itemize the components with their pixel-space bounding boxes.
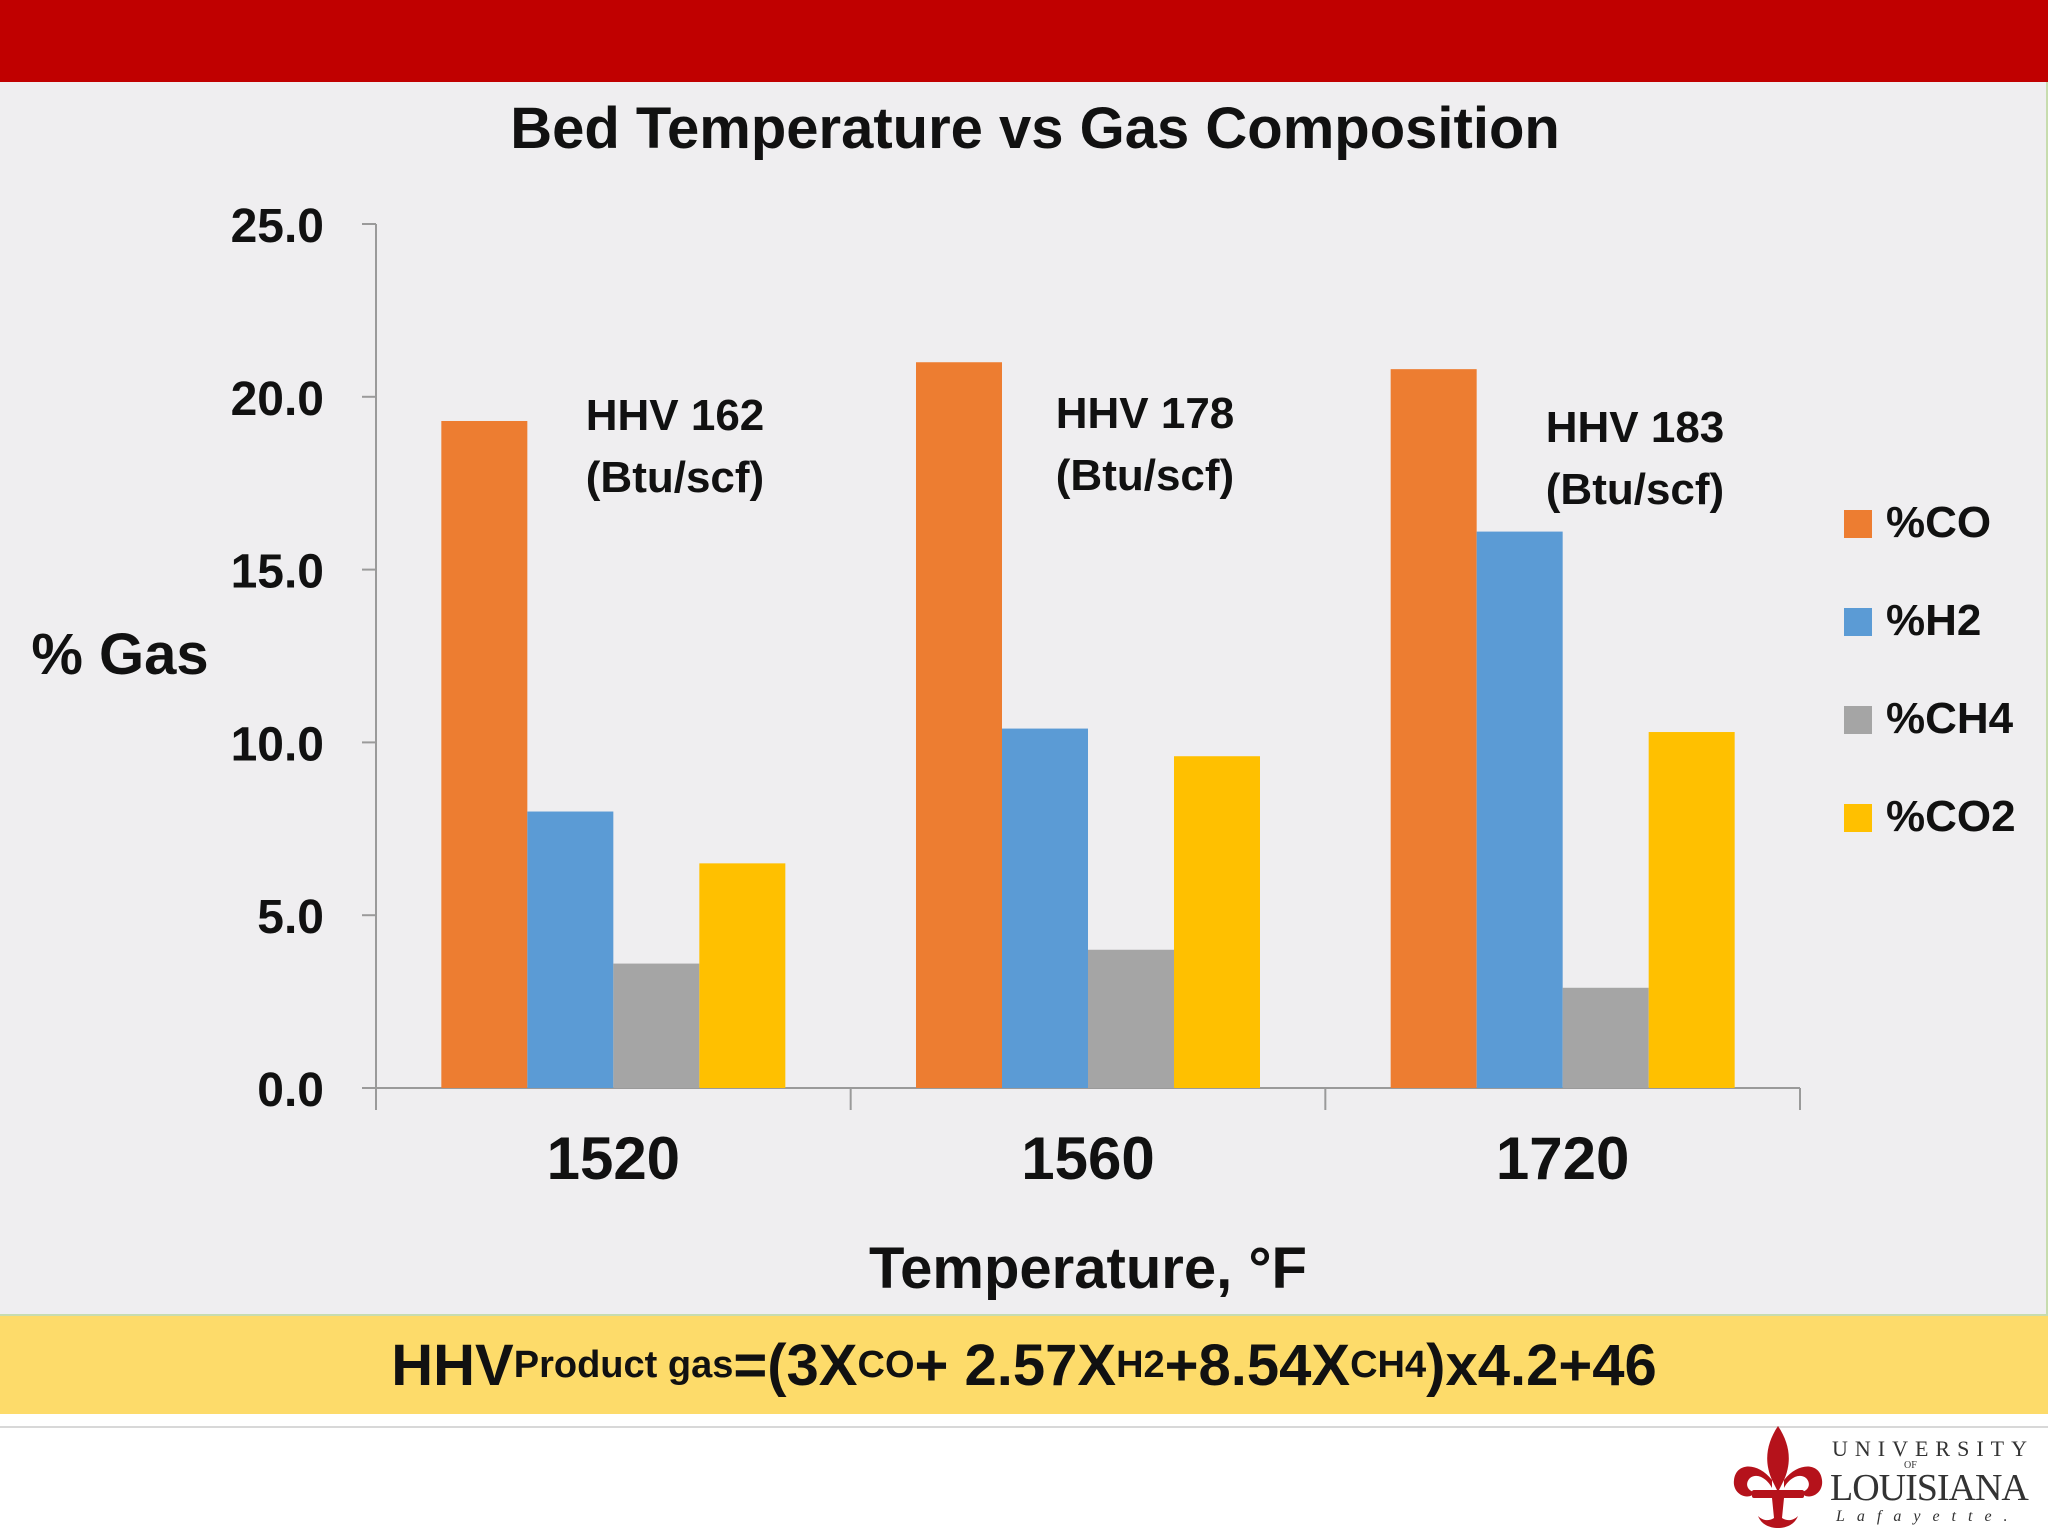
legend-label: %H2 <box>1886 596 1981 645</box>
formula-sub-product: Product gas <box>513 1343 734 1386</box>
fleur-de-lis-icon <box>1733 1426 1823 1528</box>
bar-chart: Bed Temperature vs Gas Composition % Gas… <box>31 96 2016 1301</box>
legend-swatch <box>1844 804 1872 832</box>
legend-swatch <box>1844 608 1872 636</box>
x-tick-label: 1720 <box>1496 1125 1629 1192</box>
legend-label: %CH4 <box>1886 694 2014 743</box>
legend: %CO %H2 %CH4 %CO2 <box>1844 498 2016 841</box>
bar-co2 <box>699 863 786 1088</box>
y-tick-label: 20.0 <box>231 373 324 426</box>
formula-part2: + 2.57X <box>914 1332 1117 1398</box>
y-tick-label: 25.0 <box>231 200 324 253</box>
slide-panel: Bed Temperature vs Gas Composition % Gas… <box>0 82 2048 1316</box>
hhv-annotation-line2: (Btu/scf) <box>1546 465 1724 514</box>
top-banner <box>0 0 2048 82</box>
hhv-annotation-line1: HHV 183 <box>1546 403 1725 452</box>
formula-sub-h2: H2 <box>1116 1343 1165 1386</box>
bar-co <box>916 362 1002 1088</box>
annotations: HHV 162 (Btu/scf) HHV 178 (Btu/scf) HHV 183 (… <box>586 389 1725 514</box>
bar-co2 <box>1648 732 1735 1088</box>
formula-part4: )x4.2+46 <box>1426 1332 1657 1398</box>
formula-hhv: HHV <box>391 1332 514 1398</box>
logo-louisiana-text: LOUISIANA <box>1830 1467 2029 1509</box>
formula-sub-ch4: CH4 <box>1350 1343 1427 1386</box>
formula-part3: +8.54X <box>1164 1332 1351 1398</box>
formula-sub-co: CO <box>857 1343 915 1386</box>
footer-divider <box>0 1426 2048 1428</box>
bar-ch4 <box>1088 949 1174 1088</box>
bar-h2 <box>527 811 614 1088</box>
legend-swatch <box>1844 510 1872 538</box>
x-tick-label: 1560 <box>1021 1125 1154 1192</box>
legend-label: %CO <box>1886 498 1991 547</box>
bars <box>441 362 1735 1089</box>
y-axis-label: % Gas <box>31 622 208 687</box>
hhv-annotation-line1: HHV 178 <box>1056 389 1235 438</box>
bar-ch4 <box>613 963 700 1088</box>
logo-lafayette-text: Lafayette. <box>1836 1508 2020 1525</box>
hhv-annotation-line2: (Btu/scf) <box>1056 451 1234 500</box>
x-axis-label: Temperature, °F <box>869 1236 1307 1301</box>
formula-part1: =(3X <box>733 1332 858 1398</box>
logo-university-text: UNIVERSITY <box>1832 1436 2034 1461</box>
hhv-formula: HHV Product gas =(3X CO + 2.57X H2 +8.54X CH4)x… <box>0 1316 2048 1414</box>
university-logo: UNIVERSITY OF LOUISIANA Lafayette. <box>1728 1422 2029 1532</box>
y-tick-label: 10.0 <box>231 718 324 771</box>
legend-label: %CO2 <box>1886 792 2016 841</box>
bar-co <box>441 420 528 1088</box>
chart-title: Bed Temperature vs Gas Composition <box>510 96 1560 161</box>
bar-ch4 <box>1562 987 1649 1088</box>
y-tick-label: 0.0 <box>257 1064 324 1117</box>
bar-h2 <box>1476 531 1563 1088</box>
bar-h2 <box>1002 728 1088 1088</box>
logo-of-text: OF <box>1904 1460 1917 1471</box>
x-tick-label: 1520 <box>547 1125 680 1192</box>
bar-co <box>1390 369 1477 1089</box>
hhv-annotation-line1: HHV 162 <box>586 391 765 440</box>
bar-co2 <box>1174 756 1260 1088</box>
hhv-annotation-line2: (Btu/scf) <box>586 453 764 502</box>
y-tick-label: 5.0 <box>257 891 324 944</box>
axes: 0.0 5.0 10.0 15.0 20.0 25.0 1520 1560 1720 <box>231 200 1801 1192</box>
legend-swatch <box>1844 706 1872 734</box>
y-tick-label: 15.0 <box>231 546 324 599</box>
